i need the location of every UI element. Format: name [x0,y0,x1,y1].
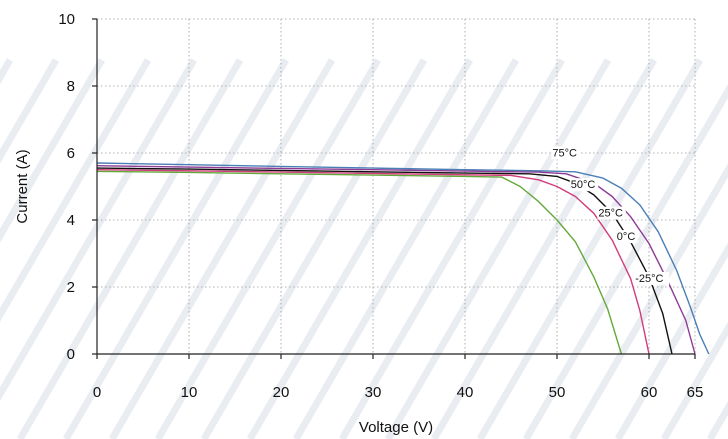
series-label: -25°C [635,273,663,285]
background-stripe [664,60,728,439]
background-stripe [20,60,240,439]
series-label: 25°C [598,208,623,220]
x-tick-label: 10 [181,384,198,401]
x-tick-label: 65 [687,384,704,401]
y-tick-label: 0 [67,346,75,363]
background-stripe [388,60,608,439]
x-tick-label: 50 [549,384,566,401]
y-tick-label: 10 [58,11,75,28]
y-tick-label: 4 [67,212,75,229]
x-tick-label: 0 [93,384,101,401]
background-stripe [434,60,654,439]
background-stripe [158,60,378,439]
background-stripe [204,60,424,439]
series-label: 50°C [571,179,596,191]
background-stripe [112,60,332,439]
y-axis-title: Current (A) [14,149,31,223]
x-tick-label: 60 [641,384,658,401]
y-tick-label: 6 [67,145,75,162]
x-tick-label: 40 [457,384,474,401]
y-tick-label: 2 [67,279,75,296]
background-pattern [0,60,728,439]
series-label: 75°C [552,147,577,159]
x-tick-label: 20 [273,384,290,401]
series-labels: 75°C 50°C 25°C 0°C -25°C [551,146,669,285]
series-label: 0°C [617,231,636,243]
background-stripe [66,60,286,439]
background-stripe [342,60,562,439]
y-tick-label: 8 [67,78,75,95]
background-stripe [296,60,516,439]
background-stripe [250,60,470,439]
x-axis-title: Voltage (V) [359,419,433,436]
x-tick-label: 30 [365,384,382,401]
